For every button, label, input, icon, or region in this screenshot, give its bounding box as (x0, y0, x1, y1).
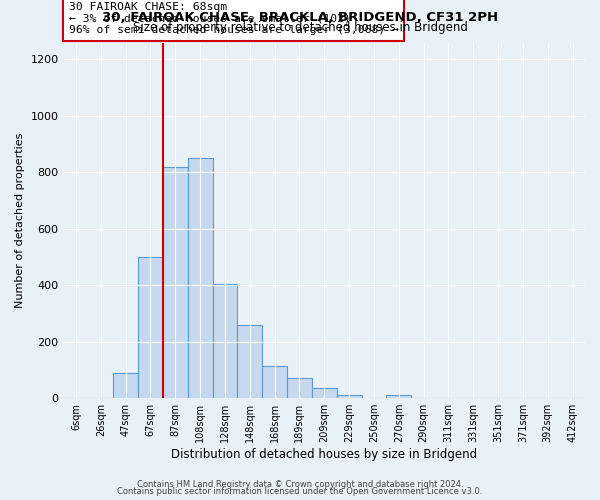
X-axis label: Distribution of detached houses by size in Bridgend: Distribution of detached houses by size … (171, 448, 478, 461)
Text: 30 FAIROAK CHASE: 68sqm
← 3% of detached houses are smaller (102)
96% of semi-de: 30 FAIROAK CHASE: 68sqm ← 3% of detached… (69, 2, 399, 35)
Bar (212, 284, 238, 398)
Bar (337, 395, 362, 398)
Bar (138, 257, 163, 398)
Text: Size of property relative to detached houses in Bridgend: Size of property relative to detached ho… (133, 22, 467, 35)
Bar (188, 158, 212, 398)
Y-axis label: Number of detached properties: Number of detached properties (15, 132, 25, 308)
Bar (163, 166, 188, 398)
Bar (312, 388, 337, 398)
Bar (262, 366, 287, 398)
Text: Contains public sector information licensed under the Open Government Licence v3: Contains public sector information licen… (118, 487, 482, 496)
Bar (238, 325, 262, 398)
Bar (113, 373, 138, 398)
Bar (287, 378, 312, 398)
Text: Contains HM Land Registry data © Crown copyright and database right 2024.: Contains HM Land Registry data © Crown c… (137, 480, 463, 489)
Text: 30, FAIROAK CHASE, BRACKLA, BRIDGEND, CF31 2PH: 30, FAIROAK CHASE, BRACKLA, BRIDGEND, CF… (102, 11, 498, 24)
Bar (386, 395, 411, 398)
